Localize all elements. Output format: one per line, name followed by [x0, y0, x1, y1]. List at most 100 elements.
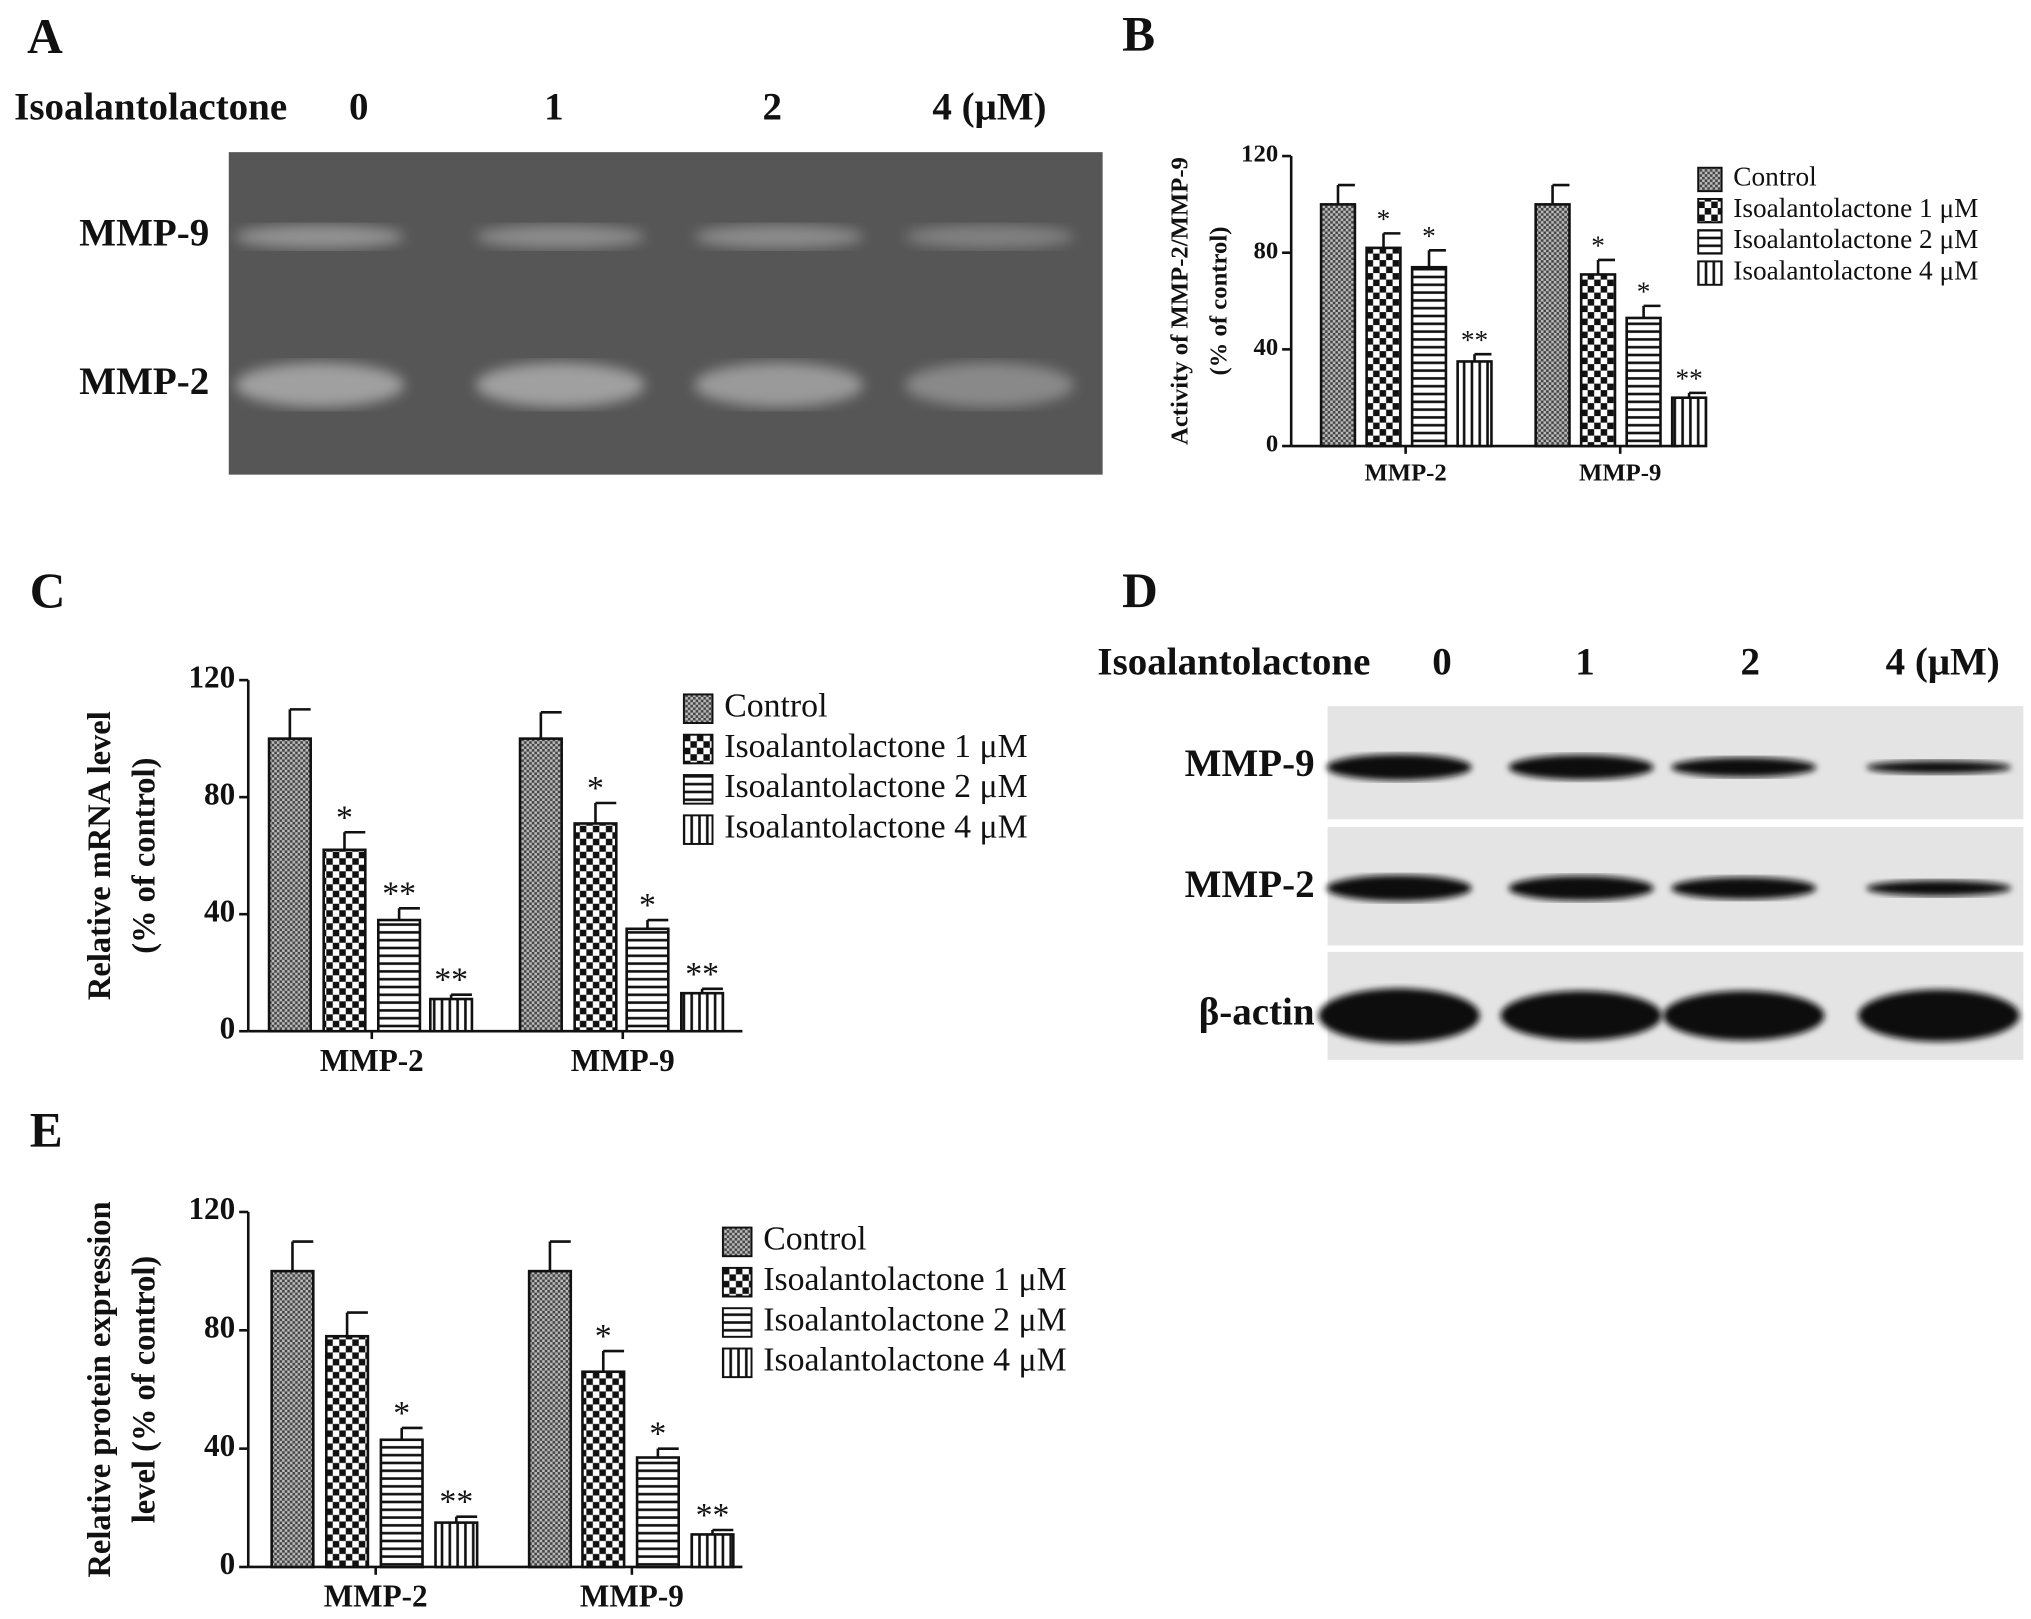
panel-letter: A	[27, 9, 63, 64]
bar	[324, 1334, 370, 1569]
y-tick-label: 120	[188, 659, 235, 694]
significance-label: **	[1675, 363, 1702, 393]
bar	[1670, 396, 1708, 448]
legend-label: Control	[1733, 162, 1817, 192]
band-label: MMP-2	[1185, 863, 1315, 906]
y-tick-label: 0	[220, 1546, 236, 1581]
x-tick-label: MMP-2	[320, 1043, 424, 1078]
blot-band	[1663, 990, 1825, 1041]
panel-letter: E	[30, 1103, 63, 1158]
bar	[1365, 246, 1402, 448]
gel-band	[475, 224, 645, 249]
blot-band	[1671, 877, 1817, 900]
significance-label: **	[434, 962, 468, 999]
blot-band	[1866, 880, 2012, 896]
significance-label: *	[1637, 276, 1651, 306]
y-tick-label: 40	[204, 893, 235, 928]
significance-label: **	[382, 875, 416, 912]
bar	[270, 1269, 315, 1569]
legend-swatch	[682, 693, 714, 724]
y-tick-label: 40	[1253, 334, 1278, 361]
y-tick-label: 40	[204, 1428, 235, 1463]
legend-label: Isoalantolactone 4 μM	[724, 808, 1027, 845]
panel-letter: C	[30, 563, 66, 618]
bar	[1534, 203, 1571, 448]
x-tick-label: MMP-9	[580, 1579, 684, 1614]
y-tick-label: 0	[1266, 431, 1278, 458]
gel-band	[235, 362, 405, 408]
y-tick-label: 120	[1241, 141, 1278, 168]
bar	[690, 1533, 735, 1569]
y-tick-label: 80	[1253, 237, 1278, 264]
significance-label: *	[639, 887, 656, 924]
blot-band	[1858, 989, 2020, 1042]
blot-band	[1866, 760, 2012, 774]
blot-band	[1318, 988, 1480, 1043]
bar	[581, 1370, 626, 1569]
significance-label: *	[1377, 204, 1391, 234]
y-axis-label: (% of control)	[126, 758, 162, 954]
y-tick-label: 0	[220, 1010, 236, 1045]
significance-label: *	[393, 1395, 410, 1432]
legend-swatch	[1697, 197, 1723, 224]
gel-band	[904, 224, 1075, 249]
bar	[434, 1521, 479, 1569]
legend-label: Isoalantolactone 1 μM	[763, 1261, 1066, 1298]
blot-band	[1671, 757, 1817, 777]
legend-swatch	[1697, 229, 1723, 255]
legend-swatch	[721, 1266, 753, 1298]
legend-label: Isoalantolactone 2 μM	[763, 1301, 1066, 1338]
legend-label: Isoalantolactone 1 μM	[724, 728, 1027, 765]
bar	[1410, 265, 1448, 448]
dose-label: 2	[1740, 641, 1760, 684]
bar	[1319, 203, 1357, 448]
legend-label: Isoalantolactone 4 μM	[763, 1342, 1066, 1379]
dose-label: 1	[1575, 641, 1595, 684]
y-tick-label: 120	[188, 1191, 235, 1226]
legend-swatch	[1697, 166, 1723, 193]
y-tick-label: 80	[204, 776, 235, 811]
legend-swatch	[721, 1226, 753, 1258]
gel-band	[694, 362, 864, 408]
gel-band	[694, 224, 864, 249]
bar	[679, 991, 725, 1033]
legend-swatch	[682, 814, 714, 845]
legend-label: Isoalantolactone 2 μM	[1733, 224, 1978, 254]
panel-letter: D	[1122, 563, 1158, 618]
bar	[377, 918, 422, 1033]
significance-label: *	[649, 1416, 666, 1453]
x-tick-label: MMP-9	[571, 1043, 675, 1078]
x-tick-label: MMP-9	[1579, 459, 1661, 486]
bar	[267, 737, 312, 1033]
gel-image	[228, 152, 1103, 475]
treatment-label: Isoalantolactone	[14, 85, 287, 128]
bar	[1456, 360, 1493, 448]
significance-label: **	[685, 956, 719, 993]
significance-label: **	[696, 1497, 730, 1534]
legend-swatch	[721, 1307, 753, 1338]
band-label: MMP-9	[79, 212, 209, 255]
bar	[573, 822, 618, 1033]
blot-band	[1508, 875, 1654, 901]
bar	[625, 927, 670, 1033]
band-label: MMP-2	[79, 360, 209, 403]
legend-swatch	[721, 1347, 753, 1379]
panel-letter: B	[1122, 6, 1155, 61]
x-tick-label: MMP-2	[1364, 459, 1446, 486]
legend-label: Control	[763, 1221, 866, 1258]
bar	[1579, 273, 1617, 448]
dose-label: 4 (μM)	[1886, 641, 2000, 684]
legend-label: Isoalantolactone 2 μM	[724, 768, 1027, 805]
significance-label: *	[1422, 221, 1436, 251]
blot-band	[1326, 875, 1472, 902]
significance-label: **	[439, 1484, 473, 1521]
blot-band	[1500, 990, 1662, 1041]
dose-label: 2	[763, 85, 783, 128]
blot-band	[1326, 754, 1472, 781]
legend-label: Isoalantolactone 4 μM	[1733, 255, 1978, 285]
y-axis-label: (% of control)	[1206, 227, 1233, 376]
legend-swatch	[682, 733, 714, 765]
significance-label: **	[1461, 325, 1488, 355]
gel-band	[475, 362, 645, 408]
